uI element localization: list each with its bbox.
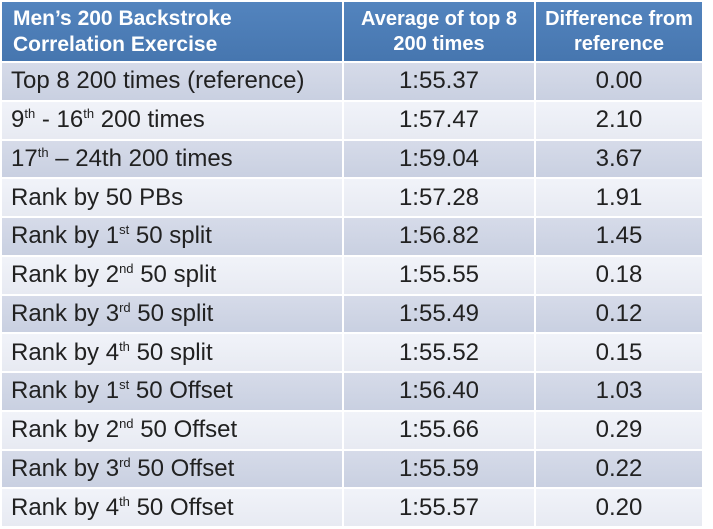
- row-label-cell: 9th - 16th 200 times: [2, 101, 342, 139]
- avg-time-cell: 1:56.40: [344, 373, 534, 410]
- row-label-cell: Rank by 4th 50 split: [2, 334, 342, 371]
- avg-time-cell: 1:55.66: [344, 411, 534, 449]
- row-label-cell: Rank by 1st 50 Offset: [2, 373, 342, 410]
- row-label-cell: Rank by 2nd 50 Offset: [2, 411, 342, 449]
- difference-cell: 0.29: [536, 411, 702, 449]
- table-row: Rank by 4th 50 split 1:55.52 0.15: [2, 334, 702, 371]
- difference-cell: 0.15: [536, 334, 702, 371]
- difference-cell: 2.10: [536, 101, 702, 139]
- avg-time-cell: 1:57.47: [344, 101, 534, 139]
- avg-time-cell: 1:55.59: [344, 450, 534, 488]
- table-row: Rank by 3rd 50 split 1:55.49 0.12: [2, 295, 702, 333]
- table-row: Rank by 2nd 50 Offset 1:55.66 0.29: [2, 411, 702, 449]
- row-label-cell: Rank by 3rd 50 split: [2, 295, 342, 333]
- difference-cell: 1.91: [536, 179, 702, 216]
- table-row: Rank by 2nd 50 split 1:55.55 0.18: [2, 256, 702, 294]
- avg-time-cell: 1:55.55: [344, 256, 534, 294]
- row-label-cell: 17th – 24th 200 times: [2, 140, 342, 178]
- table-row: Rank by 1st 50 split 1:56.82 1.45: [2, 218, 702, 255]
- table-row: 9th - 16th 200 times 1:57.47 2.10: [2, 101, 702, 139]
- avg-time-cell: 1:59.04: [344, 140, 534, 178]
- header-cell-difference: Difference from reference: [536, 2, 702, 61]
- avg-time-cell: 1:57.28: [344, 179, 534, 216]
- difference-cell: 1.03: [536, 373, 702, 410]
- row-label-cell: Top 8 200 times (reference): [2, 63, 342, 100]
- row-label-cell: Rank by 4th 50 Offset: [2, 489, 342, 526]
- difference-cell: 0.00: [536, 63, 702, 100]
- header-row: Men’s 200 Backstroke Correlation Exercis…: [2, 2, 702, 61]
- table-row: 17th – 24th 200 times 1:59.04 3.67: [2, 140, 702, 178]
- avg-time-cell: 1:55.37: [344, 63, 534, 100]
- avg-time-cell: 1:55.52: [344, 334, 534, 371]
- header-cell-average: Average of top 8 200 times: [344, 2, 534, 61]
- avg-time-cell: 1:56.82: [344, 218, 534, 255]
- difference-cell: 1.45: [536, 218, 702, 255]
- difference-cell: 3.67: [536, 140, 702, 178]
- table-row: Top 8 200 times (reference) 1:55.37 0.00: [2, 63, 702, 100]
- difference-cell: 0.12: [536, 295, 702, 333]
- avg-time-cell: 1:55.49: [344, 295, 534, 333]
- table-row: Rank by 4th 50 Offset 1:55.57 0.20: [2, 489, 702, 526]
- row-label-cell: Rank by 1st 50 split: [2, 218, 342, 255]
- header-cell-exercise: Men’s 200 Backstroke Correlation Exercis…: [2, 2, 342, 61]
- table-row: Rank by 50 PBs 1:57.28 1.91: [2, 179, 702, 216]
- table-row: Rank by 1st 50 Offset 1:56.40 1.03: [2, 373, 702, 410]
- table-row: Rank by 3rd 50 Offset 1:55.59 0.22: [2, 450, 702, 488]
- row-label-cell: Rank by 50 PBs: [2, 179, 342, 216]
- difference-cell: 0.22: [536, 450, 702, 488]
- row-label-cell: Rank by 2nd 50 split: [2, 256, 342, 294]
- avg-time-cell: 1:55.57: [344, 489, 534, 526]
- difference-cell: 0.18: [536, 256, 702, 294]
- difference-cell: 0.20: [536, 489, 702, 526]
- row-label-cell: Rank by 3rd 50 Offset: [2, 450, 342, 488]
